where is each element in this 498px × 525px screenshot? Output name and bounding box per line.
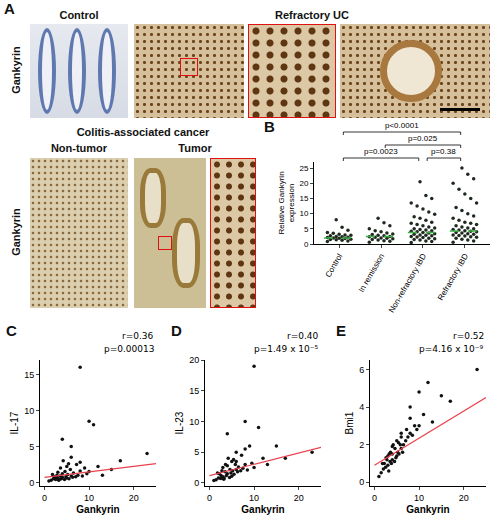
svg-text:0: 0 [42,493,47,503]
svg-text:20: 20 [299,179,308,188]
html-text:Non-tumor: Non-tumor [50,142,108,154]
svg-text:10: 10 [299,209,308,218]
svg-text:15: 15 [189,386,199,396]
svg-text:r=0.36: r=0.36 [122,331,154,341]
svg-text:p=0.38: p=0.38 [431,147,456,156]
html-text:C: C [6,322,17,339]
svg-text:5: 5 [194,447,199,457]
svg-text:15: 15 [24,370,34,380]
html-text:Colitis-associated cancer: Colitis-associated cancer [76,126,210,138]
svg-text:Bmi1: Bmi1 [344,411,355,434]
html-text:E: E [336,322,346,339]
svg-text:0: 0 [207,493,212,503]
svg-text:Control: Control [324,252,345,279]
html-text:B: B [264,118,275,135]
svg-text:r=0.40: r=0.40 [287,331,319,341]
svg-text:10: 10 [84,493,94,503]
html-text:Gankyrin: Gankyrin [10,46,22,94]
html-text:Control: Control [59,9,99,21]
svg-text:IL-17: IL-17 [9,411,20,434]
svg-text:20: 20 [129,493,139,503]
svg-text:Gankyrin: Gankyrin [76,504,119,515]
svg-text:Gankyrin: Gankyrin [241,504,284,515]
svg-text:25: 25 [299,164,308,173]
svg-text:5: 5 [304,225,309,234]
svg-text:Gankyrin: Gankyrin [406,504,449,515]
svg-text:0: 0 [29,478,34,488]
svg-text:6: 6 [359,365,364,375]
svg-text:20: 20 [294,493,304,503]
svg-text:0: 0 [194,478,199,488]
svg-text:0: 0 [372,493,377,503]
html-text:Gankyrin: Gankyrin [10,208,22,256]
html-text:Tumor: Tumor [178,142,212,154]
svg-text:4: 4 [359,402,364,412]
svg-text:0: 0 [304,240,309,249]
svg-text:20: 20 [189,355,199,365]
svg-text:r=0.52: r=0.52 [453,331,484,341]
svg-text:15: 15 [299,194,308,203]
svg-text:10: 10 [189,417,199,427]
svg-text:10: 10 [249,493,259,503]
svg-text:Refractory IBD: Refractory IBD [436,252,470,302]
svg-text:10: 10 [414,493,424,503]
html-text:D: D [171,322,182,339]
svg-text:20: 20 [459,493,469,503]
svg-text:p=0.0023: p=0.0023 [364,147,398,156]
svg-text:2: 2 [359,440,364,450]
svg-text:10: 10 [24,406,34,416]
svg-text:0: 0 [359,477,364,487]
svg-text:In remission: In remission [357,252,386,294]
html-text:Refractory UC: Refractory UC [275,9,349,21]
svg-text:5: 5 [29,442,34,452]
svg-text:p=0.00013: p=0.00013 [104,344,154,354]
svg-text:Relative Gankyrinexpression: Relative Gankyrinexpression [277,171,296,234]
svg-text:p=1.49 x 10⁻⁵: p=1.49 x 10⁻⁵ [254,344,319,354]
svg-text:IL-23: IL-23 [174,411,185,434]
html-text:A: A [4,0,15,17]
svg-text:p=4.16 x 10⁻⁹: p=4.16 x 10⁻⁹ [419,344,484,354]
svg-text:Non-refractory IBD: Non-refractory IBD [387,252,428,314]
svg-text:p<0.0001: p<0.0001 [385,121,419,130]
svg-text:p=0.025: p=0.025 [408,134,438,143]
